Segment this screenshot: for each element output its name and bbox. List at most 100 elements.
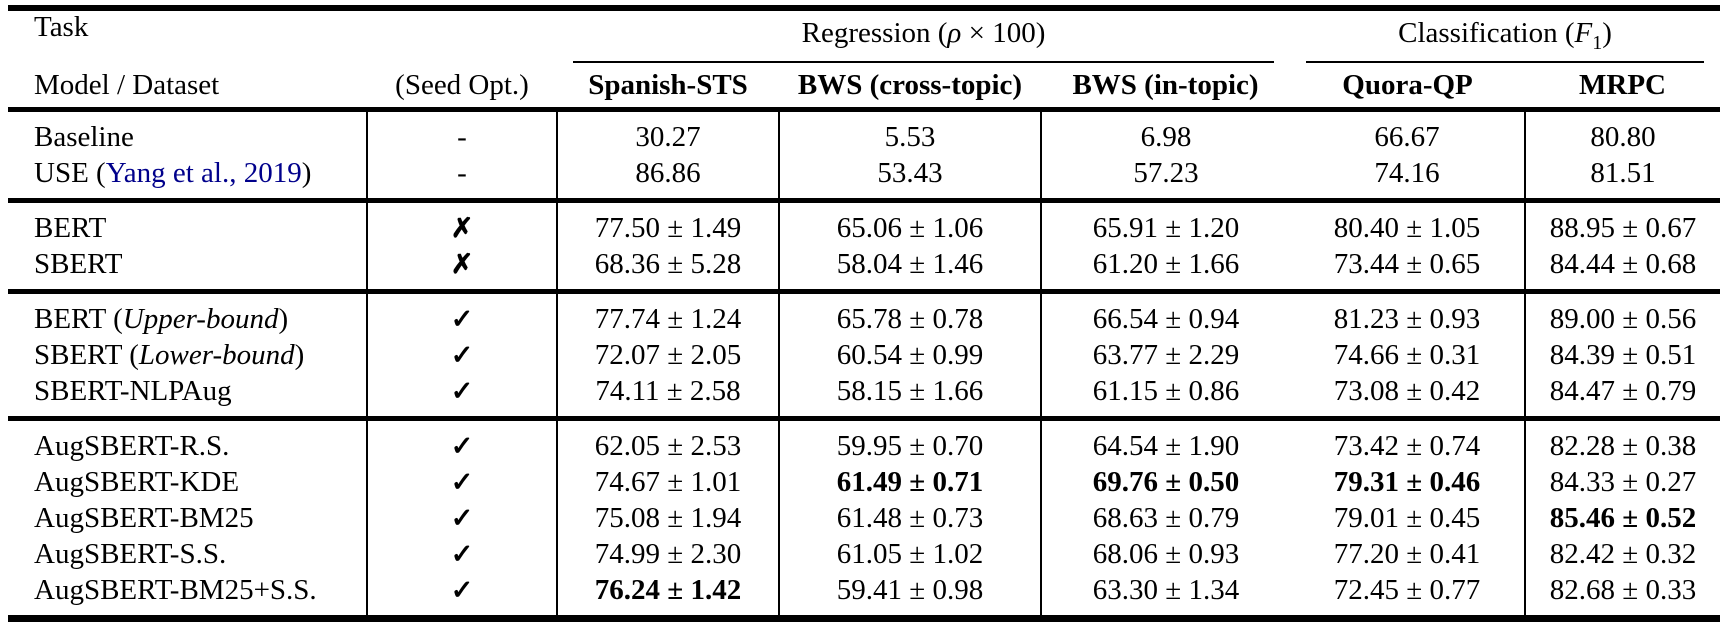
value-cell-spanish-sts: 86.86 xyxy=(557,155,780,201)
section-augsbert: AugSBERT-R.S. ✓ 62.05 ± 2.53 59.95 ± 0.7… xyxy=(8,418,1721,619)
results-table: Task Regression (ρ × 100) Classification… xyxy=(8,5,1721,622)
check-mark-icon: ✓ xyxy=(450,340,474,370)
value-cell-bws-cross-topic: 58.15 ± 1.66 xyxy=(779,373,1042,419)
value-cell-spanish-sts: 72.07 ± 2.05 xyxy=(557,337,780,373)
value-cell-bws-in-topic: 63.30 ± 1.34 xyxy=(1092,574,1240,606)
model-cell: AugSBERT-R.S. xyxy=(8,418,368,464)
value-cell-bws-in-topic: 61.20 ± 1.66 xyxy=(1092,248,1240,280)
value-cell-quora-qp: 66.67 xyxy=(1290,109,1527,155)
value-cell-quora-qp: 73.08 ± 0.42 xyxy=(1290,373,1527,419)
value-cell-spanish-sts: 68.36 ± 5.28 xyxy=(557,246,780,292)
check-mark-icon: ✓ xyxy=(450,376,474,406)
value-cell-mrpc: 84.47 ± 0.79 xyxy=(1549,375,1697,407)
model-cell: Baseline xyxy=(8,109,368,155)
table-row-bert-upper-bound: BERT (Upper-bound) ✓ 77.74 ± 1.24 65.78 … xyxy=(8,291,1720,337)
model-cell: BERT xyxy=(8,200,368,246)
model-cell: BERT (Upper-bound) xyxy=(8,291,368,337)
value-cell-mrpc: 84.39 ± 0.51 xyxy=(1549,339,1697,371)
table-row-augsbert-ss: AugSBERT-S.S. ✓ 74.99 ± 2.30 61.05 ± 1.0… xyxy=(8,536,1720,572)
value-cell-quora-qp: 79.31 ± 0.46 xyxy=(1290,464,1527,500)
value-cell-quora-qp: 81.23 ± 0.93 xyxy=(1290,291,1527,337)
column-header-spanish-sts: Spanish-STS xyxy=(557,63,779,112)
value-cell-quora-qp: 73.42 ± 0.74 xyxy=(1290,418,1527,464)
task-header: Task xyxy=(34,11,89,43)
value-cell-bws-cross-topic: 59.41 ± 0.98 xyxy=(779,572,1042,619)
seed-opt-cell: ✓ xyxy=(367,373,558,419)
value-cell-bws-cross-topic: 61.05 ± 1.02 xyxy=(779,536,1042,572)
value-cell-bws-cross-topic: 5.53 xyxy=(779,109,1042,155)
table-row-sbert: SBERT ✗ 68.36 ± 5.28 58.04 ± 1.46 61.20 … xyxy=(8,246,1720,292)
check-mark-icon: ✓ xyxy=(450,431,474,461)
cross-mark-icon: ✗ xyxy=(450,213,474,243)
value-cell-quora-qp: 73.44 ± 0.65 xyxy=(1290,246,1527,292)
seed-opt-cell: ✓ xyxy=(367,572,558,619)
value-cell-bws-in-topic: 66.54 ± 0.94 xyxy=(1092,303,1240,335)
table-row-use: USE (Yang et al., 2019) - 86.86 53.43 57… xyxy=(8,155,1720,201)
section-bounds: BERT (Upper-bound) ✓ 77.74 ± 1.24 65.78 … xyxy=(8,291,1721,419)
check-mark-icon: ✓ xyxy=(450,467,474,497)
table-header: Task Regression (ρ × 100) Classification… xyxy=(8,8,1721,112)
value-cell-spanish-sts: 74.67 ± 1.01 xyxy=(557,464,780,500)
column-header-quora-qp: Quora-QP xyxy=(1290,63,1526,112)
value-cell-bws-in-topic: 61.15 ± 0.86 xyxy=(1092,375,1240,407)
table-row-augsbert-rs: AugSBERT-R.S. ✓ 62.05 ± 2.53 59.95 ± 0.7… xyxy=(8,418,1720,464)
model-cell: AugSBERT-BM25 xyxy=(8,500,368,536)
value-cell-spanish-sts: 62.05 ± 2.53 xyxy=(557,418,780,464)
value-cell-mrpc: 82.68 ± 0.33 xyxy=(1549,574,1697,606)
value-cell-mrpc: 88.95 ± 0.67 xyxy=(1549,212,1697,244)
value-cell-bws-in-topic: 68.06 ± 0.93 xyxy=(1092,538,1240,570)
value-cell-bws-cross-topic: 60.54 ± 0.99 xyxy=(779,337,1042,373)
seed-opt-cell: ✓ xyxy=(367,464,558,500)
value-cell-spanish-sts: 76.24 ± 1.42 xyxy=(557,572,780,619)
value-cell-bws-cross-topic: 65.06 ± 1.06 xyxy=(779,200,1042,246)
table-row-sbert-nlpaug: SBERT-NLPAug ✓ 74.11 ± 2.58 58.15 ± 1.66… xyxy=(8,373,1720,419)
table-row-sbert-lower-bound: SBERT (Lower-bound) ✓ 72.07 ± 2.05 60.54… xyxy=(8,337,1720,373)
check-mark-icon: ✓ xyxy=(450,539,474,569)
value-cell-spanish-sts: 77.50 ± 1.49 xyxy=(557,200,780,246)
table-row-bert: BERT ✗ 77.50 ± 1.49 65.06 ± 1.06 65.91 ±… xyxy=(8,200,1720,246)
regression-group-header: Regression (ρ × 100) xyxy=(557,8,1290,63)
f1-symbol: F xyxy=(1574,17,1593,49)
regression-group-label: Regression (ρ × 100) xyxy=(801,17,1046,49)
seed-opt-cell: ✗ xyxy=(367,200,558,246)
value-cell-bws-cross-topic: 59.95 ± 0.70 xyxy=(779,418,1042,464)
value-cell-bws-cross-topic: 58.04 ± 1.46 xyxy=(779,246,1042,292)
check-mark-icon: ✓ xyxy=(450,575,474,605)
value-cell-bws-cross-topic: 61.48 ± 0.73 xyxy=(779,500,1042,536)
model-cell: AugSBERT-KDE xyxy=(8,464,368,500)
table-row-augsbert-bm25-ss: AugSBERT-BM25+S.S. ✓ 76.24 ± 1.42 59.41 … xyxy=(8,572,1720,619)
rho-symbol: ρ xyxy=(947,17,962,49)
seed-opt-cell: - xyxy=(367,155,558,201)
regression-cmidrule xyxy=(573,61,1275,63)
model-cell: SBERT (Lower-bound) xyxy=(8,337,368,373)
value-cell-spanish-sts: 74.99 ± 2.30 xyxy=(557,536,780,572)
column-header-mrpc: MRPC xyxy=(1525,63,1721,112)
value-cell-bws-cross-topic: 61.49 ± 0.71 xyxy=(779,464,1042,500)
model-cell: USE (Yang et al., 2019) xyxy=(8,155,368,201)
seed-opt-cell: - xyxy=(367,109,558,155)
citation-link[interactable]: Yang et al., 2019 xyxy=(105,157,302,189)
value-cell-bws-in-topic: 68.63 ± 0.79 xyxy=(1092,502,1240,534)
value-cell-bws-cross-topic: 53.43 xyxy=(779,155,1042,201)
column-header-row: Model / Dataset (Seed Opt.) Spanish-STS … xyxy=(8,63,1721,112)
model-cell: SBERT xyxy=(8,246,368,292)
classification-group-header: Classification (F1) xyxy=(1290,8,1720,63)
group-header-row: Task Regression (ρ × 100) Classification… xyxy=(8,8,1720,63)
column-header-bws-cross-topic: BWS (cross-topic) xyxy=(779,63,1041,112)
value-cell-bws-cross-topic: 65.78 ± 0.78 xyxy=(779,291,1042,337)
seed-opt-cell: ✓ xyxy=(367,500,558,536)
seed-opt-header: (Seed Opt.) xyxy=(367,63,557,112)
model-cell: SBERT-NLPAug xyxy=(8,373,368,419)
value-cell-bws-in-topic: 6.98 xyxy=(1140,121,1192,153)
cross-mark-icon: ✗ xyxy=(450,249,474,279)
classification-cmidrule xyxy=(1306,61,1705,63)
value-cell-bws-in-topic: 57.23 xyxy=(1133,157,1199,189)
value-cell-spanish-sts: 75.08 ± 1.94 xyxy=(557,500,780,536)
model-dataset-header: Model / Dataset xyxy=(8,63,367,112)
value-cell-mrpc: 84.44 ± 0.68 xyxy=(1549,248,1697,280)
value-cell-mrpc: 84.33 ± 0.27 xyxy=(1549,466,1697,498)
model-cell: AugSBERT-BM25+S.S. xyxy=(8,572,368,619)
value-cell-mrpc: 89.00 ± 0.56 xyxy=(1549,303,1697,335)
value-cell-bws-in-topic: 69.76 ± 0.50 xyxy=(1092,466,1240,498)
